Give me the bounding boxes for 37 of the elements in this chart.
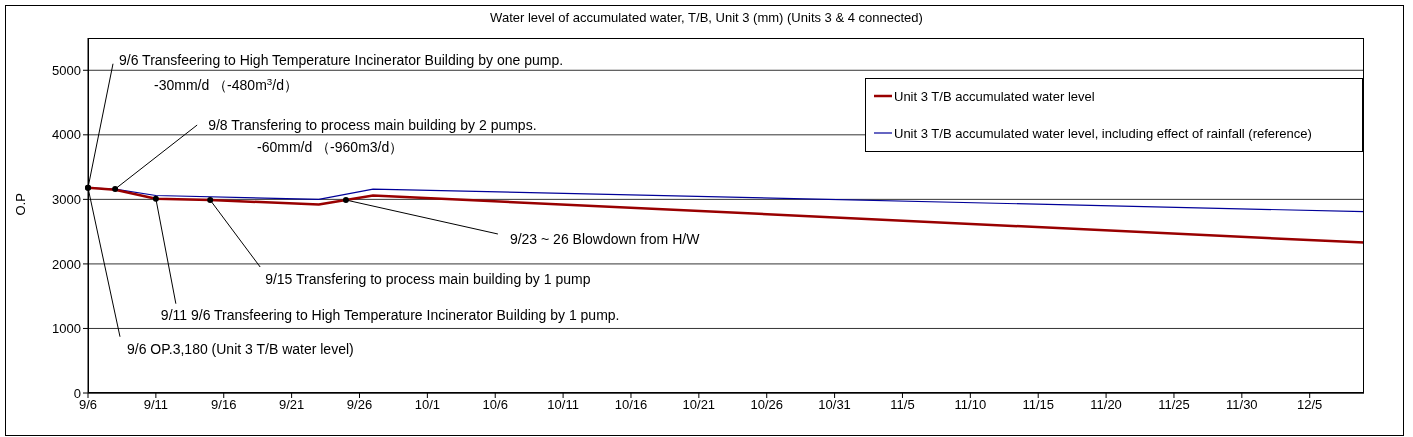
y-tick-label: 5000 [52, 62, 81, 78]
x-tick-label: 11/10 [954, 397, 987, 413]
y-axis-title: O.P [12, 193, 28, 216]
x-tick-label: 11/15 [1022, 397, 1054, 413]
x-tick-label: 11/5 [890, 397, 915, 413]
x-tick-label: 11/30 [1226, 397, 1258, 413]
x-tick-label: 10/26 [750, 397, 783, 413]
x-tick-label: 9/6 [78, 397, 98, 413]
annotation: 9/15 Transfering to process main building by 1 pump [265, 271, 591, 288]
legend-label: Unit 3 T/B accumulated water level [894, 89, 1095, 104]
y-tick-label: 2000 [52, 256, 81, 272]
x-tick-label: 10/16 [614, 397, 648, 413]
annotation: 9/8 Transfering to process main building by 2 pumps. [208, 117, 537, 134]
x-tick-label: 10/31 [818, 397, 851, 413]
x-tick-label: 9/21 [278, 397, 305, 413]
x-tick-label: 9/11 [143, 397, 169, 413]
x-tick-label: 11/25 [1158, 397, 1190, 413]
x-tick-label: 10/11 [547, 397, 579, 413]
x-tick-label: 10/6 [482, 397, 508, 413]
chart-title: Water level of accumulated water, T/B, Unit 3 (mm) (Units 3 & 4 connected) [489, 10, 924, 25]
y-tick-label: 4000 [52, 127, 81, 143]
x-tick-label: 10/21 [682, 397, 716, 413]
y-tick-label: 1000 [52, 321, 81, 337]
x-tick-label: 12/5 [1297, 397, 1323, 413]
x-tick-label: 11/20 [1090, 397, 1122, 413]
annotation: 9/6 OP.3,180 (Unit 3 T/B water level) [127, 340, 354, 357]
annotation: -60mm/d （-960m3/d） [257, 139, 404, 155]
annotation: 9/6 Transfeering to High Temperature Incinerator Building by one pump. [119, 51, 564, 68]
annotation: 9/23 ~ 26 Blowdown from H/W [509, 231, 701, 248]
x-tick-label: 9/16 [211, 397, 237, 413]
legend-label: Unit 3 T/B accumulated water level, including effect of rainfall (reference) [894, 126, 1312, 141]
y-tick-label: 3000 [52, 191, 81, 207]
x-tick-label: 9/26 [346, 397, 373, 413]
x-tick-label: 10/1 [414, 397, 441, 413]
y-tick-label: 0 [73, 385, 81, 401]
annotation: 9/11 9/6 Transfeering to High Temperature Incinerator Building by 1 pump. [160, 306, 620, 323]
annotation: -30mm/d （-480m$^{3}$/d） [154, 75, 298, 93]
